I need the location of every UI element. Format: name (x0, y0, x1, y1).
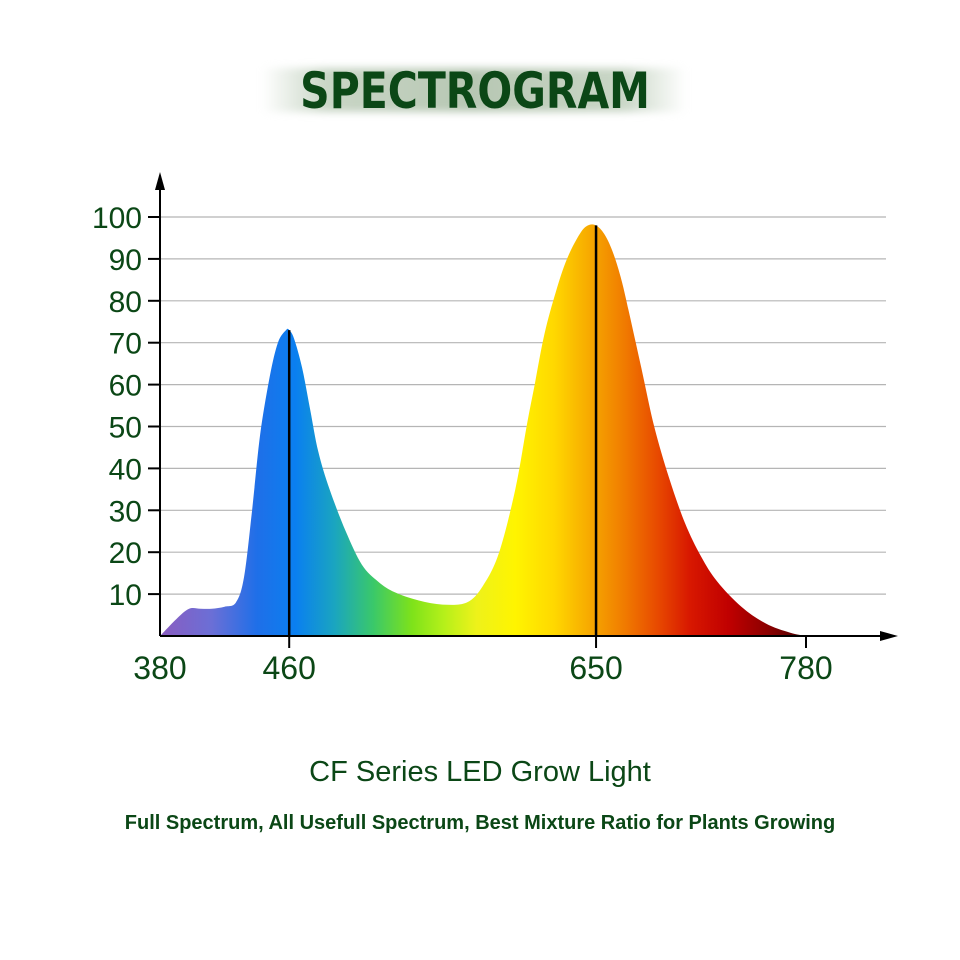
x-axis-arrow (880, 631, 898, 641)
tagline: Full Spectrum, All Usefull Spectrum, Bes… (124, 812, 836, 834)
axes (155, 172, 898, 641)
spectrum-area (160, 224, 806, 636)
y-tick-label: 30 (109, 495, 142, 528)
x-tick-label: 380 (133, 650, 186, 686)
x-ticks: 380 460 650 780 (133, 636, 833, 686)
y-ticks: 10 20 30 40 50 60 70 80 90 100 (92, 202, 160, 612)
y-tick-label: 10 (109, 579, 142, 612)
x-tick-label: 650 (569, 650, 622, 686)
product-name: CF Series LED Grow Light (309, 756, 651, 788)
y-tick-label: 50 (109, 412, 142, 445)
y-axis-arrow (155, 172, 165, 190)
x-tick-label: 460 (263, 650, 316, 686)
y-tick-label: 70 (109, 328, 142, 361)
y-tick-label: 40 (109, 453, 142, 486)
y-tick-label: 90 (109, 244, 142, 277)
title-banner: SPECTROGRAM (262, 62, 686, 120)
y-tick-label: 20 (109, 537, 142, 570)
page-title: SPECTROGRAM (300, 62, 650, 120)
y-tick-label: 60 (109, 370, 142, 403)
title-glow (262, 68, 686, 112)
y-tick-label: 100 (92, 202, 142, 235)
peak-lines (287, 225, 598, 636)
x-tick-label: 780 (779, 650, 832, 686)
y-tick-label: 80 (109, 286, 142, 319)
